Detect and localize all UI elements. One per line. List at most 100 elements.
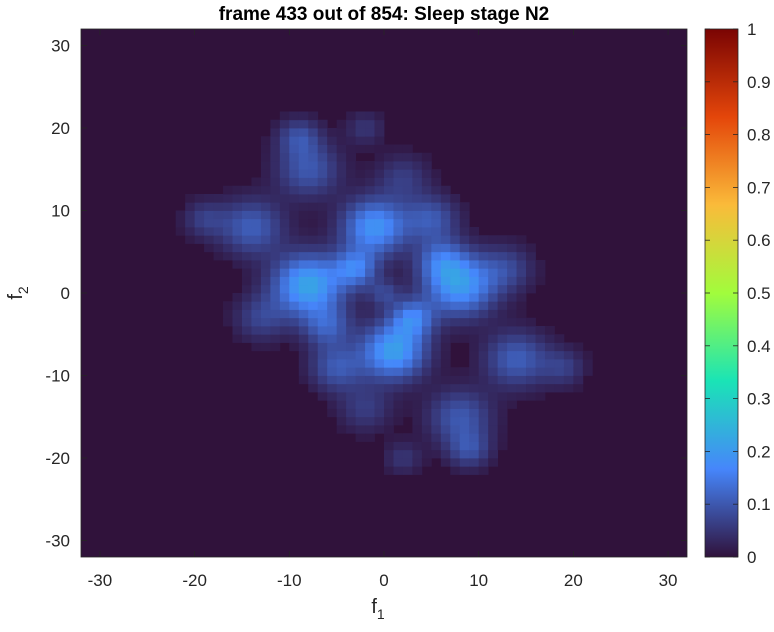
heatmap-cell [251,284,262,294]
heatmap-cell [402,301,413,310]
heatmap-cell [298,218,309,228]
heatmap-cell [497,260,508,269]
heatmap-cell [194,210,205,220]
heatmap-cell [223,210,233,220]
heatmap-cell [270,309,281,319]
heatmap-cell [507,235,517,244]
heatmap-cell [450,293,461,302]
heatmap-cell [507,268,517,277]
heatmap-cell [317,136,328,145]
heatmap-cell [298,227,309,236]
heatmap-cell [317,383,328,393]
heatmap-cell [440,359,451,368]
heatmap-cell [317,276,328,286]
heatmap-cell [450,392,461,401]
heatmap-cell [327,227,338,236]
heatmap-cell [384,210,394,220]
heatmap-cell [298,309,309,319]
heatmap-cell [412,359,423,368]
heatmap-cell [336,317,347,327]
heatmap-cell [412,342,423,352]
heatmap-cell [421,408,432,418]
heatmap-cell [308,260,319,269]
heatmap-cell [374,367,385,376]
heatmap-cell [374,334,385,343]
heatmap-cell [270,235,281,244]
heatmap-cell [185,194,196,203]
heatmap-cell [421,359,432,368]
heatmap-cell [317,235,328,244]
heatmap-cell [412,194,423,203]
x-tick-label: -20 [182,571,207,590]
heatmap-cell [308,383,319,393]
heatmap-cell [374,128,385,137]
heatmap-cell [241,218,252,228]
heatmap-cell [469,449,480,459]
heatmap-cell [308,293,319,302]
heatmap-cell [478,449,489,459]
heatmap-cell [488,326,499,335]
heatmap-cell [402,359,413,368]
heatmap-cell [488,268,499,277]
heatmap-cell [421,375,432,385]
heatmap-cell [251,260,262,269]
heatmap-cell [573,383,584,393]
heatmap-cell [213,194,224,203]
colorbar-gradient [705,29,738,557]
heatmap-cell [544,350,555,360]
heatmap-cell [346,408,356,418]
heatmap-cell [336,243,347,253]
heatmap-cell [431,375,442,385]
heatmap-cell [298,260,309,269]
heatmap-cell [384,243,394,253]
heatmap-cell [563,367,574,376]
heatmap-cell [365,136,375,145]
heatmap-cell [421,227,432,236]
heatmap-cell [365,169,375,178]
heatmap-cell [384,466,394,475]
heatmap-cell [450,202,461,211]
heatmap-cell [393,350,404,360]
heatmap-cell [563,359,574,368]
heatmap-cell [374,177,385,187]
heatmap-cell [336,144,347,154]
heatmap-cell [507,284,517,294]
heatmap-cell [213,243,224,253]
heatmap-cell [279,309,290,319]
heatmap-cell [535,334,546,343]
heatmap-cell [365,425,375,434]
heatmap-cell [365,227,375,236]
heatmap-cell [488,392,499,401]
heatmap-cell [469,400,480,409]
heatmap-cell [279,128,290,137]
heatmap-cell [270,128,281,137]
heatmap-cell [355,425,366,434]
heatmap-cell [488,260,499,269]
heatmap-cell [298,136,309,145]
heatmap-cell [544,383,555,393]
heatmap-cell [241,284,252,294]
heatmap-cell [393,144,404,154]
heatmap-cell [384,392,394,401]
heatmap-cell [346,152,356,162]
heatmap-cell [535,367,546,376]
heatmap-cell [431,317,442,327]
heatmap-cell [393,185,404,195]
heatmap-cell [535,342,546,352]
heatmap-cell [516,268,527,277]
heatmap-cell [402,342,413,352]
heatmap-cell [194,218,205,228]
heatmap-cell [440,416,451,426]
heatmap-cell [440,350,451,360]
heatmap-cell [374,400,385,409]
heatmap-cell [308,375,319,385]
heatmap-cell [232,243,243,253]
heatmap-cell [402,185,413,195]
heatmap-cell [308,317,319,327]
colorbar-tick-label: 0.4 [747,337,771,356]
heatmap-cell [384,416,394,426]
heatmap-cell [327,408,338,418]
heatmap-cell [355,185,366,195]
heatmap-cell [223,194,233,203]
heatmap-cell [355,161,366,170]
